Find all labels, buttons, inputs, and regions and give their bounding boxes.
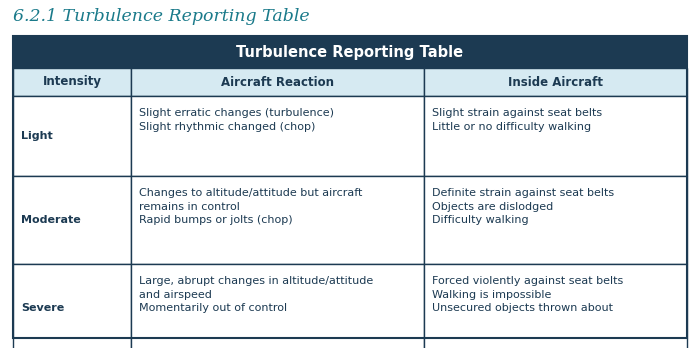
Bar: [13, 96, 131, 176]
Bar: [424, 68, 687, 96]
Text: Slight strain against seat belts: Slight strain against seat belts: [432, 108, 602, 118]
Text: Definite strain against seat belts: Definite strain against seat belts: [432, 188, 615, 198]
Text: Large, abrupt changes in altitude/attitude: Large, abrupt changes in altitude/attitu…: [139, 276, 373, 286]
Text: and airspeed: and airspeed: [139, 290, 212, 300]
Text: Turbulence Reporting Table: Turbulence Reporting Table: [237, 45, 463, 60]
Bar: [13, 264, 131, 348]
Text: Changes to altitude/attitude but aircraft: Changes to altitude/attitude but aircraf…: [139, 188, 363, 198]
Text: Moderate: Moderate: [21, 215, 80, 225]
Text: Difficulty walking: Difficulty walking: [432, 215, 528, 225]
Bar: [131, 96, 424, 176]
Text: Little or no difficulty walking: Little or no difficulty walking: [432, 121, 592, 132]
Text: Slight erratic changes (turbulence): Slight erratic changes (turbulence): [139, 108, 334, 118]
Bar: [131, 264, 424, 348]
Bar: [13, 68, 131, 96]
Text: remains in control: remains in control: [139, 201, 240, 212]
Text: Objects are dislodged: Objects are dislodged: [432, 201, 554, 212]
Bar: [424, 96, 687, 176]
Text: Walking is impossible: Walking is impossible: [432, 290, 552, 300]
Text: Light: Light: [21, 131, 52, 141]
Text: Intensity: Intensity: [43, 76, 102, 88]
Bar: [424, 176, 687, 264]
Text: 6.2.1 Turbulence Reporting Table: 6.2.1 Turbulence Reporting Table: [13, 8, 309, 25]
Text: Severe: Severe: [21, 303, 64, 313]
Bar: [131, 68, 424, 96]
Text: Forced violently against seat belts: Forced violently against seat belts: [432, 276, 624, 286]
Text: Momentarily out of control: Momentarily out of control: [139, 303, 287, 313]
Bar: [13, 36, 687, 68]
Bar: [13, 176, 131, 264]
Bar: [424, 264, 687, 348]
Bar: [13, 36, 687, 338]
Text: Rapid bumps or jolts (chop): Rapid bumps or jolts (chop): [139, 215, 293, 225]
Text: Inside Aircraft: Inside Aircraft: [508, 76, 603, 88]
Text: Aircraft Reaction: Aircraft Reaction: [221, 76, 334, 88]
Text: Unsecured objects thrown about: Unsecured objects thrown about: [432, 303, 613, 313]
Text: Slight rhythmic changed (chop): Slight rhythmic changed (chop): [139, 121, 315, 132]
Bar: [131, 176, 424, 264]
